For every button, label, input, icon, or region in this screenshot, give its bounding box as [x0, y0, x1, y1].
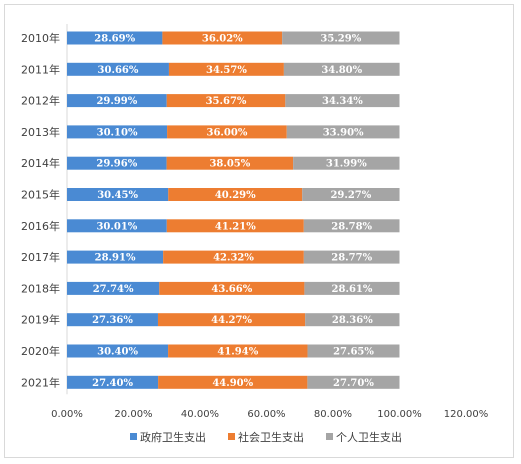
- bar-segment-3: [285, 94, 400, 108]
- data-label: 27.74%: [93, 284, 134, 295]
- data-label: 28.78%: [331, 221, 372, 232]
- bar-segment-1: [67, 125, 168, 139]
- x-tick-label: 0.00%: [51, 409, 83, 420]
- bar-segment-2: [162, 31, 283, 45]
- legend-label: 政府卫生支出: [140, 430, 206, 444]
- bar-segment-3: [305, 313, 400, 327]
- data-label: 36.00%: [207, 127, 248, 138]
- bar-segment-1: [67, 344, 169, 358]
- legend-swatch: [130, 433, 137, 440]
- data-label: 34.80%: [321, 65, 362, 76]
- x-tick-label: 120.00%: [444, 409, 489, 420]
- data-label: 34.57%: [206, 65, 247, 76]
- legend-swatch: [228, 433, 235, 440]
- x-tick-label: 40.00%: [181, 409, 219, 420]
- data-label: 30.66%: [98, 65, 139, 76]
- data-label: 36.02%: [202, 34, 243, 45]
- data-label: 27.36%: [92, 315, 133, 326]
- bar-segment-1: [67, 188, 169, 201]
- bar-segment-3: [302, 188, 400, 201]
- bar-segment-1: [67, 250, 164, 264]
- data-label: 40.29%: [215, 190, 256, 201]
- data-label: 27.70%: [333, 378, 374, 389]
- data-label: 28.61%: [332, 284, 373, 295]
- y-tick-label: 2015年: [21, 188, 60, 202]
- bar-segment-2: [157, 313, 306, 327]
- bar-segment-3: [303, 250, 400, 264]
- bar-segment-2: [166, 94, 286, 108]
- bar-segment-2: [167, 125, 287, 139]
- bar-segment-3: [307, 375, 400, 389]
- data-label: 27.40%: [92, 378, 133, 389]
- data-label: 42.32%: [213, 253, 254, 264]
- data-label: 27.65%: [333, 347, 374, 358]
- bar-segment-1: [67, 62, 169, 76]
- data-label: 31.99%: [326, 159, 367, 170]
- bar-segment-3: [283, 62, 400, 76]
- x-tick-label: 60.00%: [247, 409, 285, 420]
- y-tick-label: 2011年: [21, 62, 60, 76]
- y-tick-label: 2012年: [21, 94, 60, 108]
- data-label: 33.90%: [323, 127, 364, 138]
- legend-swatch: [326, 433, 333, 440]
- bar-segment-2: [168, 188, 303, 201]
- data-label: 28.69%: [94, 34, 135, 45]
- data-label: 41.94%: [217, 347, 258, 358]
- data-label: 34.34%: [322, 96, 363, 107]
- bar-segment-1: [67, 31, 163, 45]
- y-tick-label: 2018年: [21, 281, 60, 295]
- bar-segment-2: [168, 62, 284, 76]
- data-label: 30.01%: [96, 221, 137, 232]
- data-label: 30.10%: [97, 127, 138, 138]
- bar-segment-2: [166, 219, 304, 233]
- data-label: 29.99%: [96, 96, 137, 107]
- bar-segment-1: [67, 219, 167, 233]
- bar-segment-3: [304, 281, 400, 295]
- bar-segment-2: [166, 156, 294, 170]
- data-label: 44.90%: [212, 378, 253, 389]
- data-label: 44.27%: [211, 315, 252, 326]
- bar-segment-1: [67, 281, 160, 295]
- data-label: 35.67%: [206, 96, 247, 107]
- legend-label: 社会卫生支出: [238, 430, 304, 444]
- data-label: 35.29%: [320, 34, 361, 45]
- y-tick-label: 2019年: [21, 313, 60, 327]
- y-tick-label: 2020年: [21, 344, 60, 358]
- legend-label: 个人卫生支出: [336, 430, 402, 444]
- y-tick-label: 2014年: [21, 156, 60, 170]
- bar-segment-3: [282, 31, 400, 45]
- data-label: 29.96%: [96, 159, 137, 170]
- data-label: 28.36%: [332, 315, 373, 326]
- bar-segment-2: [168, 344, 308, 358]
- bar-segment-3: [293, 156, 400, 170]
- bar-segment-2: [158, 375, 308, 389]
- bar-segment-1: [67, 313, 158, 327]
- data-label: 30.40%: [97, 347, 138, 358]
- x-tick-label: 80.00%: [314, 409, 352, 420]
- bar-segment-2: [159, 281, 305, 295]
- y-tick-label: 2016年: [21, 219, 60, 233]
- bar-segment-1: [67, 156, 167, 170]
- bar-segment-2: [163, 250, 304, 264]
- bar-segment-3: [286, 125, 400, 139]
- bar-segment-1: [67, 375, 159, 389]
- data-label: 30.45%: [97, 190, 138, 201]
- data-label: 28.91%: [95, 253, 136, 264]
- data-label: 29.27%: [330, 190, 371, 201]
- y-tick-label: 2010年: [21, 31, 60, 45]
- bar-segment-3: [307, 344, 400, 358]
- y-tick-label: 2017年: [21, 250, 60, 264]
- bar-segment-1: [67, 94, 167, 108]
- data-label: 28.77%: [331, 253, 372, 264]
- x-tick-label: 20.00%: [114, 409, 152, 420]
- bar-segment-3: [303, 219, 400, 233]
- y-tick-label: 2021年: [21, 375, 60, 389]
- data-label: 41.21%: [215, 221, 256, 232]
- data-label: 38.05%: [209, 159, 250, 170]
- data-label: 43.66%: [211, 284, 252, 295]
- x-tick-label: 100.00%: [377, 409, 422, 420]
- y-tick-label: 2013年: [21, 125, 60, 139]
